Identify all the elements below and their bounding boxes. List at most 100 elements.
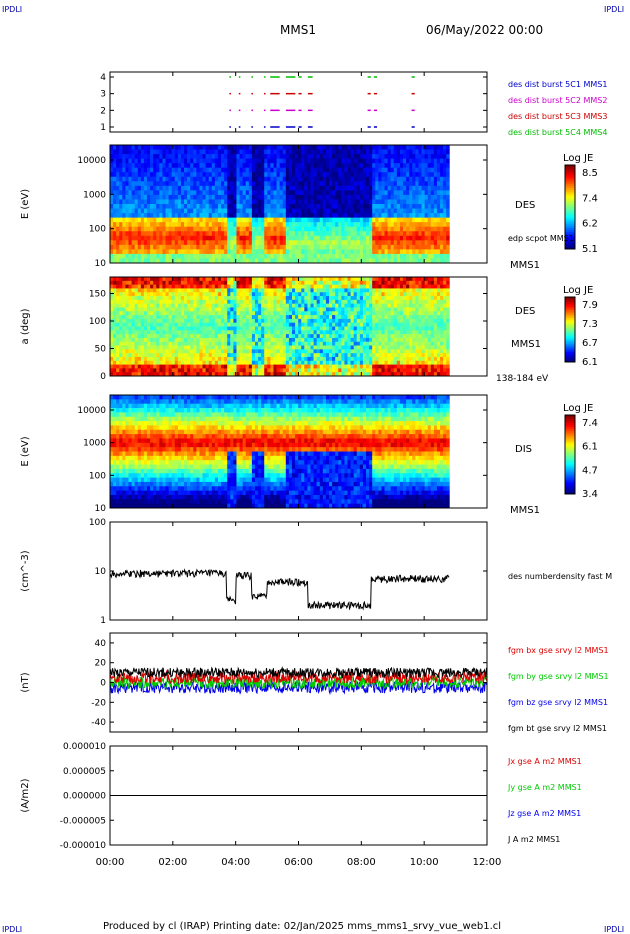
spectrogram-cell <box>137 364 142 369</box>
spectrogram-cell <box>335 368 339 373</box>
spectrogram-cell <box>113 349 117 354</box>
spectrogram-cell <box>134 204 139 209</box>
spectrogram-cell <box>298 204 302 209</box>
spectrogram-cell <box>174 280 179 286</box>
spectrogram-cell <box>110 330 114 335</box>
spectrogram-cell <box>427 194 432 200</box>
spectrogram-cell <box>177 231 182 237</box>
spectrogram-cell <box>202 240 207 246</box>
spectrogram-cell <box>168 356 173 362</box>
spectrogram-cell <box>338 172 342 178</box>
spectrogram-cell <box>267 318 271 324</box>
spectrogram-cell <box>325 213 330 219</box>
spectrogram-cell <box>184 217 188 223</box>
spectrogram-cell <box>261 368 265 373</box>
spectrogram-cell <box>273 249 277 255</box>
spectrogram-cell <box>325 235 330 241</box>
spectrogram-cell <box>415 163 419 169</box>
spectrogram-cell <box>270 226 274 232</box>
spectrogram-cell <box>347 185 351 191</box>
spectrogram-cell <box>156 163 160 169</box>
spectrogram-cell <box>338 315 342 320</box>
spectrogram-cell <box>153 190 157 196</box>
spectrogram-cell <box>214 326 219 331</box>
spectrogram-cell <box>338 345 342 350</box>
spectrogram-cell <box>199 299 203 305</box>
spectrogram-cell <box>350 158 355 164</box>
spectrogram-cell <box>187 249 191 255</box>
spectrogram-cell <box>424 208 429 214</box>
spectrogram-cell <box>273 307 277 312</box>
spectrogram-cell <box>153 353 157 358</box>
spectrogram-cell <box>199 226 203 232</box>
spectrogram-cell <box>180 280 185 286</box>
spectrogram-cell <box>270 337 274 343</box>
spectrogram-cell <box>427 249 432 255</box>
spectrogram-cell <box>258 349 262 354</box>
spectrogram-cell <box>369 204 373 209</box>
spectrogram-cell <box>322 349 327 354</box>
spectrogram-cell <box>270 372 274 377</box>
spectrogram-cell <box>270 299 274 305</box>
spectrogram-cell <box>196 244 200 250</box>
spectrogram-cell <box>184 368 188 373</box>
spectrogram-cell <box>131 360 136 365</box>
spectrogram-cell <box>224 303 228 308</box>
spectrogram-cell <box>335 345 339 350</box>
spectrogram-cell <box>325 284 330 289</box>
spectrogram-cell <box>224 299 228 305</box>
spectrogram-cell <box>150 330 154 335</box>
spectrogram-cell <box>344 222 348 228</box>
spectrogram-cell <box>261 176 265 182</box>
spectrogram-cell <box>165 199 170 205</box>
spectrogram-cell <box>245 190 250 196</box>
spectrogram-cell <box>119 356 123 362</box>
spectrogram-cell <box>180 311 185 316</box>
spectrogram-cell <box>233 208 237 214</box>
spectrogram-cell <box>251 364 256 369</box>
spectrogram-cell <box>279 145 284 150</box>
spectrogram-cell <box>369 145 373 150</box>
spectrogram-cell <box>113 240 117 246</box>
spectrogram-cell <box>205 208 210 214</box>
spectrogram-cell <box>187 284 191 289</box>
spectrogram-cell <box>227 341 231 346</box>
spectrogram-cell <box>264 231 268 237</box>
spectrogram-cell <box>233 284 237 289</box>
spectrogram-cell <box>153 318 157 324</box>
colorbar-tick-label: 6.2 <box>582 219 598 230</box>
spectrogram-cell <box>261 149 265 155</box>
spectrogram-cell <box>140 299 145 305</box>
spectrogram-cell <box>446 235 450 241</box>
spectrogram-cell <box>301 172 305 178</box>
spectrogram-cell <box>282 194 287 200</box>
spectrogram-cell <box>248 204 253 209</box>
spectrogram-cell <box>427 181 432 187</box>
spectrogram-cell <box>270 199 274 205</box>
spectrogram-cell <box>162 185 166 191</box>
spectrogram-cell <box>279 296 284 301</box>
spectrogram-cell <box>295 356 299 362</box>
spectrogram-cell <box>137 356 142 362</box>
spectrogram-cell <box>187 292 191 297</box>
spectrogram-cell <box>295 368 299 373</box>
spectrogram-cell <box>227 199 231 205</box>
spectrogram-cell <box>248 280 253 286</box>
spectrogram-cell <box>214 213 219 219</box>
spectrogram-cell <box>301 176 305 182</box>
spectrogram-cell <box>378 249 382 255</box>
spectrogram-cell <box>298 368 302 373</box>
spectrogram-cell <box>110 353 114 358</box>
spectrogram-cell <box>147 356 151 362</box>
spectrogram-cell <box>177 330 182 335</box>
spectrogram-cell <box>356 149 361 155</box>
spectrogram-cell <box>233 341 237 346</box>
spectrogram-cell <box>221 190 225 196</box>
spectrogram-cell <box>251 167 256 173</box>
spectrogram-cell <box>415 253 419 259</box>
spectrogram-cell <box>236 235 240 241</box>
spectrogram-cell <box>125 176 129 182</box>
spectrogram-cell <box>338 163 342 169</box>
spectrogram-cell <box>208 222 213 228</box>
spectrogram-cell <box>217 176 222 182</box>
